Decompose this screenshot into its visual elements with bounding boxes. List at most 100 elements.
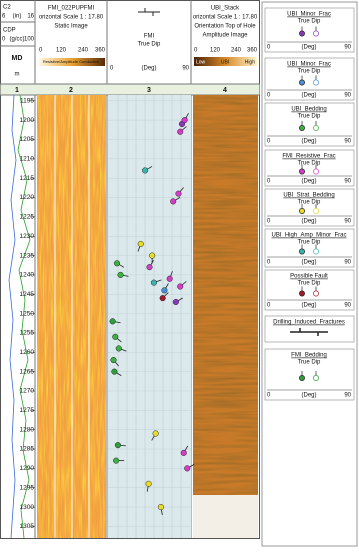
- depth-label: 1200: [20, 117, 35, 124]
- depth-label: 1280: [20, 426, 35, 433]
- depth-label: 1255: [20, 330, 35, 337]
- legend-title: UBI_Minor_Frac: [287, 12, 331, 18]
- legend-box: [264, 7, 355, 53]
- legend-box: [264, 315, 355, 343]
- curve-scale: 16: [27, 14, 34, 20]
- legend-scale-min: 0: [267, 393, 271, 399]
- tadpole: [113, 260, 121, 267]
- bar-label: High: [245, 59, 256, 65]
- tadpole: [115, 345, 122, 352]
- color-bar: [194, 57, 257, 66]
- curve-scale: 100: [24, 37, 35, 43]
- track-scale: orizontal Scale 1 : 17.80: [193, 15, 258, 21]
- legend-scale-unit: (Deg): [301, 45, 316, 51]
- track-image: Static Image: [54, 24, 88, 30]
- track-title: UBI_Stack: [211, 6, 240, 12]
- dip-grid: [117, 95, 182, 538]
- depth-label: 1195: [20, 98, 34, 105]
- depth-label: 1265: [20, 368, 35, 375]
- legend-symbol: [313, 208, 319, 214]
- legend-box: [264, 269, 355, 311]
- curve-scale: (in): [13, 14, 22, 20]
- depth-label: 1295: [20, 484, 35, 491]
- color-bar: [39, 58, 105, 66]
- track-number: 1: [15, 87, 19, 94]
- tadpole: [149, 252, 156, 259]
- depth-label: 1230: [20, 233, 35, 240]
- legend-title: Drilling_Induced_Fractures: [273, 320, 345, 326]
- track-subtitle: True Dip: [138, 42, 161, 48]
- legend-symbol: [313, 79, 319, 86]
- track-title: FMI: [144, 34, 155, 40]
- tadpole: [117, 271, 124, 278]
- legend-scale-min: 0: [267, 260, 271, 266]
- legend-symbol: [299, 79, 305, 86]
- legend-title: FMI_Resistive_Frac: [282, 154, 335, 160]
- track-number: 3: [147, 87, 151, 94]
- legend-subtitle: True Dip: [298, 281, 321, 287]
- fmi-pad-gaps: [54, 95, 90, 538]
- ubi-image: [193, 95, 258, 495]
- legend-symbol: [313, 248, 319, 255]
- track-number: 4: [223, 87, 227, 94]
- tadpole: [161, 287, 168, 294]
- track-scale: orizontal Scale 1 : 17.80: [39, 15, 104, 21]
- legend-scale-max: 90: [344, 139, 351, 145]
- legend-scale-min: 0: [267, 219, 271, 225]
- track-title: FMI_022PUPFMI: [48, 6, 95, 12]
- scale-tick-label: 0: [194, 48, 198, 54]
- scale-tick-label: 360: [95, 48, 106, 54]
- legend-symbol: [299, 168, 305, 175]
- dip-symbol: [138, 8, 160, 16]
- scale-tick-label: 120: [210, 48, 221, 54]
- depth-label: 1240: [20, 272, 35, 279]
- legend-scale-min: 0: [267, 139, 271, 145]
- legend-scale-max: 90: [344, 219, 351, 225]
- track-orientation: Orientation Top of Hole: [194, 24, 256, 30]
- legend-title: FMI_Bedding: [291, 353, 327, 359]
- legend-symbol: [299, 125, 305, 131]
- legend-scale-max: 90: [344, 93, 351, 99]
- scale-tick-label: 0: [39, 48, 43, 54]
- legend-scale-max: 90: [344, 260, 351, 266]
- legend-symbol: [313, 168, 319, 175]
- legend-scale-unit: (Deg): [301, 303, 316, 309]
- legend-subtitle: True Dip: [298, 360, 321, 366]
- frame: [0, 0, 260, 539]
- legend-symbol: [313, 125, 319, 131]
- legend-title: Possible Fault: [290, 274, 328, 280]
- legend-scale-max: 90: [344, 179, 351, 185]
- tadpole: [166, 275, 173, 282]
- legend-symbol: [299, 248, 305, 255]
- legend-scale-max: 90: [344, 303, 351, 309]
- legend-scale-unit: (Deg): [301, 139, 316, 145]
- tadpole: [177, 128, 184, 135]
- legend-box: [264, 149, 355, 187]
- tadpole: [146, 264, 153, 271]
- ubi-blank: [193, 495, 258, 538]
- depth-label: 1210: [20, 156, 35, 163]
- legend-box: [264, 188, 355, 227]
- legend-box: [264, 102, 355, 147]
- legend-scale-unit: (Deg): [301, 93, 316, 99]
- depth-label: 1305: [20, 523, 35, 530]
- scale-tick-label: 240: [231, 48, 242, 54]
- dip-track-bg: [108, 95, 191, 538]
- depth-label: 1260: [20, 349, 35, 356]
- tadpole: [159, 295, 166, 302]
- depth-label: 1215: [20, 175, 35, 182]
- curve-name: CDP: [3, 28, 16, 34]
- legend-subtitle: True Dip: [298, 19, 321, 25]
- depth-label: 1245: [20, 291, 35, 298]
- tadpole: [180, 449, 187, 456]
- scale-min: 0: [110, 66, 114, 72]
- depth-label: 1225: [20, 214, 35, 221]
- depth-label: 1220: [20, 194, 35, 201]
- legend-title: UBI_Bedding: [291, 107, 326, 113]
- legend-scale-min: 0: [267, 303, 271, 309]
- depth-label: MD: [12, 55, 23, 62]
- tadpole: [177, 283, 184, 290]
- bar-label: Low: [196, 59, 206, 65]
- legend-box: [264, 57, 355, 101]
